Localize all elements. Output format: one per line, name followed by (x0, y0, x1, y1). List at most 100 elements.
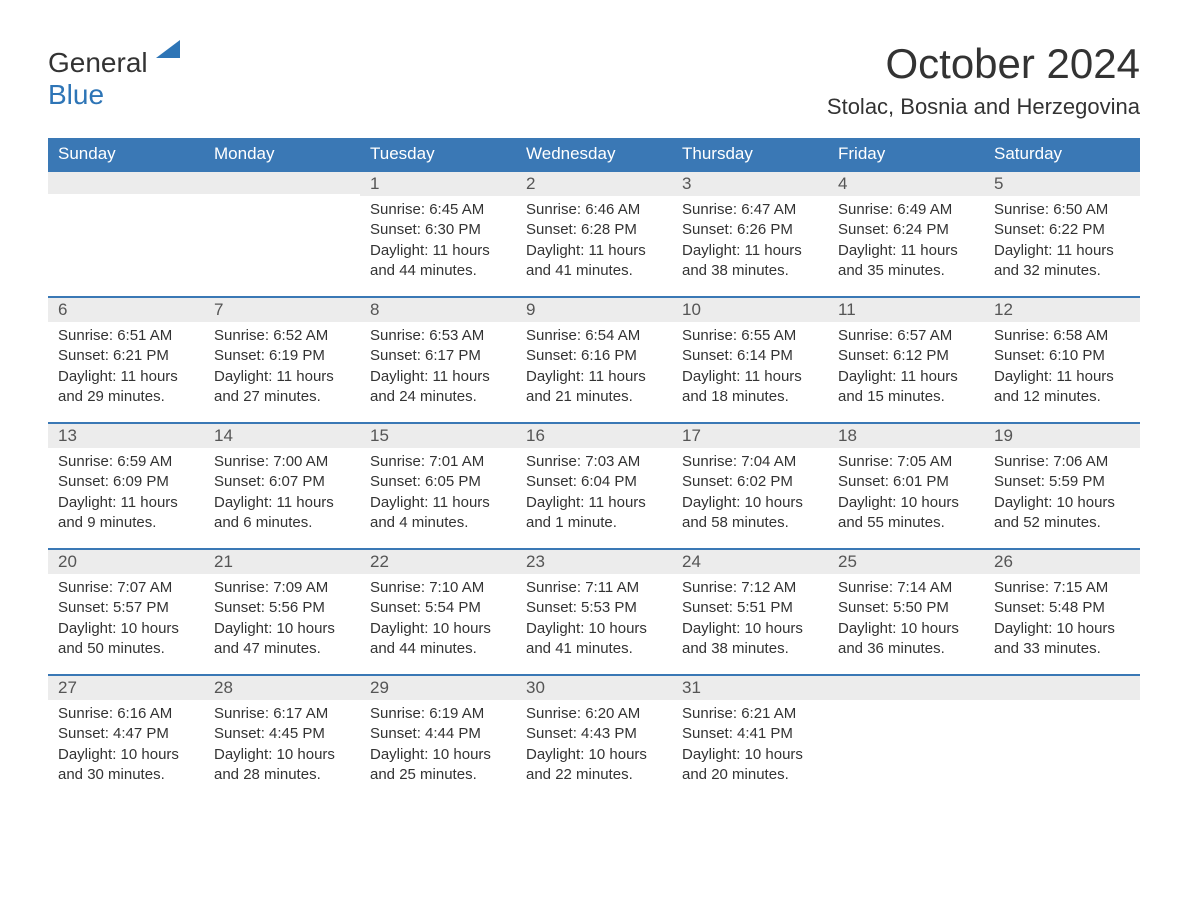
calendar-cell: 13Sunrise: 6:59 AMSunset: 6:09 PMDayligh… (48, 422, 204, 548)
daylight-line-2: and 4 minutes. (370, 513, 506, 533)
daylight-line-2: and 41 minutes. (526, 261, 662, 281)
weekday-header: Wednesday (516, 138, 672, 170)
day-number: 3 (672, 170, 828, 196)
sunset-line: Sunset: 5:50 PM (838, 598, 974, 618)
daylight-line-1: Daylight: 10 hours (526, 619, 662, 639)
daylight-line-1: Daylight: 10 hours (994, 493, 1130, 513)
daylight-line-1: Daylight: 10 hours (682, 745, 818, 765)
daylight-line-2: and 47 minutes. (214, 639, 350, 659)
daylight-line-2: and 18 minutes. (682, 387, 818, 407)
daylight-line-2: and 21 minutes. (526, 387, 662, 407)
daylight-line-2: and 28 minutes. (214, 765, 350, 785)
calendar-cell: 21Sunrise: 7:09 AMSunset: 5:56 PMDayligh… (204, 548, 360, 674)
sunrise-line: Sunrise: 6:21 AM (682, 704, 818, 724)
daylight-line-2: and 24 minutes. (370, 387, 506, 407)
sunset-line: Sunset: 6:05 PM (370, 472, 506, 492)
day-body: Sunrise: 6:17 AMSunset: 4:45 PMDaylight:… (204, 700, 360, 795)
daylight-line-2: and 36 minutes. (838, 639, 974, 659)
sunrise-line: Sunrise: 6:45 AM (370, 200, 506, 220)
sunrise-line: Sunrise: 7:11 AM (526, 578, 662, 598)
empty-day-header (828, 674, 984, 700)
day-body: Sunrise: 7:09 AMSunset: 5:56 PMDaylight:… (204, 574, 360, 669)
daylight-line-1: Daylight: 10 hours (682, 493, 818, 513)
sunrise-line: Sunrise: 7:14 AM (838, 578, 974, 598)
sunrise-line: Sunrise: 7:07 AM (58, 578, 194, 598)
month-title: October 2024 (827, 40, 1140, 88)
calendar-cell: 14Sunrise: 7:00 AMSunset: 6:07 PMDayligh… (204, 422, 360, 548)
day-body: Sunrise: 7:11 AMSunset: 5:53 PMDaylight:… (516, 574, 672, 669)
daylight-line-1: Daylight: 10 hours (370, 745, 506, 765)
sunrise-line: Sunrise: 7:04 AM (682, 452, 818, 472)
daylight-line-1: Daylight: 11 hours (994, 367, 1130, 387)
weekday-header-row: Sunday Monday Tuesday Wednesday Thursday… (48, 138, 1140, 170)
sunrise-line: Sunrise: 6:20 AM (526, 704, 662, 724)
calendar-cell: 4Sunrise: 6:49 AMSunset: 6:24 PMDaylight… (828, 170, 984, 296)
calendar-cell (204, 170, 360, 296)
empty-day-header (984, 674, 1140, 700)
daylight-line-2: and 20 minutes. (682, 765, 818, 785)
sunset-line: Sunset: 6:26 PM (682, 220, 818, 240)
sunset-line: Sunset: 6:07 PM (214, 472, 350, 492)
sunset-line: Sunset: 6:21 PM (58, 346, 194, 366)
day-body: Sunrise: 6:16 AMSunset: 4:47 PMDaylight:… (48, 700, 204, 795)
calendar-cell: 5Sunrise: 6:50 AMSunset: 6:22 PMDaylight… (984, 170, 1140, 296)
day-number: 19 (984, 422, 1140, 448)
sunrise-line: Sunrise: 6:51 AM (58, 326, 194, 346)
calendar-cell: 18Sunrise: 7:05 AMSunset: 6:01 PMDayligh… (828, 422, 984, 548)
sunset-line: Sunset: 6:19 PM (214, 346, 350, 366)
calendar-cell: 26Sunrise: 7:15 AMSunset: 5:48 PMDayligh… (984, 548, 1140, 674)
daylight-line-2: and 55 minutes. (838, 513, 974, 533)
day-body: Sunrise: 6:49 AMSunset: 6:24 PMDaylight:… (828, 196, 984, 291)
calendar-table: Sunday Monday Tuesday Wednesday Thursday… (48, 138, 1140, 800)
weekday-header: Friday (828, 138, 984, 170)
sunrise-line: Sunrise: 6:55 AM (682, 326, 818, 346)
daylight-line-1: Daylight: 11 hours (58, 367, 194, 387)
sunrise-line: Sunrise: 7:12 AM (682, 578, 818, 598)
daylight-line-1: Daylight: 11 hours (682, 241, 818, 261)
sunset-line: Sunset: 5:53 PM (526, 598, 662, 618)
daylight-line-2: and 52 minutes. (994, 513, 1130, 533)
sunrise-line: Sunrise: 7:09 AM (214, 578, 350, 598)
day-body: Sunrise: 6:58 AMSunset: 6:10 PMDaylight:… (984, 322, 1140, 417)
sunset-line: Sunset: 6:22 PM (994, 220, 1130, 240)
calendar-cell: 16Sunrise: 7:03 AMSunset: 6:04 PMDayligh… (516, 422, 672, 548)
sunset-line: Sunset: 6:02 PM (682, 472, 818, 492)
sunset-line: Sunset: 6:24 PM (838, 220, 974, 240)
calendar-row: 1Sunrise: 6:45 AMSunset: 6:30 PMDaylight… (48, 170, 1140, 296)
calendar-cell: 9Sunrise: 6:54 AMSunset: 6:16 PMDaylight… (516, 296, 672, 422)
daylight-line-1: Daylight: 10 hours (994, 619, 1130, 639)
day-body: Sunrise: 6:45 AMSunset: 6:30 PMDaylight:… (360, 196, 516, 291)
day-body: Sunrise: 6:19 AMSunset: 4:44 PMDaylight:… (360, 700, 516, 795)
sunrise-line: Sunrise: 6:19 AM (370, 704, 506, 724)
calendar-cell: 28Sunrise: 6:17 AMSunset: 4:45 PMDayligh… (204, 674, 360, 800)
daylight-line-2: and 32 minutes. (994, 261, 1130, 281)
daylight-line-2: and 27 minutes. (214, 387, 350, 407)
day-body: Sunrise: 6:50 AMSunset: 6:22 PMDaylight:… (984, 196, 1140, 291)
daylight-line-1: Daylight: 10 hours (526, 745, 662, 765)
daylight-line-2: and 58 minutes. (682, 513, 818, 533)
day-number: 5 (984, 170, 1140, 196)
day-number: 4 (828, 170, 984, 196)
daylight-line-2: and 38 minutes. (682, 261, 818, 281)
calendar-cell: 20Sunrise: 7:07 AMSunset: 5:57 PMDayligh… (48, 548, 204, 674)
daylight-line-1: Daylight: 10 hours (838, 493, 974, 513)
daylight-line-2: and 29 minutes. (58, 387, 194, 407)
sunset-line: Sunset: 5:57 PM (58, 598, 194, 618)
calendar-cell: 31Sunrise: 6:21 AMSunset: 4:41 PMDayligh… (672, 674, 828, 800)
day-number: 18 (828, 422, 984, 448)
sunset-line: Sunset: 6:12 PM (838, 346, 974, 366)
day-number: 22 (360, 548, 516, 574)
sunrise-line: Sunrise: 7:05 AM (838, 452, 974, 472)
daylight-line-1: Daylight: 10 hours (214, 619, 350, 639)
weekday-header: Sunday (48, 138, 204, 170)
empty-day-header (48, 170, 204, 194)
sunset-line: Sunset: 6:14 PM (682, 346, 818, 366)
day-number: 10 (672, 296, 828, 322)
sunrise-line: Sunrise: 7:06 AM (994, 452, 1130, 472)
day-body: Sunrise: 7:00 AMSunset: 6:07 PMDaylight:… (204, 448, 360, 543)
daylight-line-2: and 6 minutes. (214, 513, 350, 533)
sunset-line: Sunset: 6:10 PM (994, 346, 1130, 366)
day-number: 28 (204, 674, 360, 700)
sunset-line: Sunset: 5:48 PM (994, 598, 1130, 618)
sunrise-line: Sunrise: 6:50 AM (994, 200, 1130, 220)
